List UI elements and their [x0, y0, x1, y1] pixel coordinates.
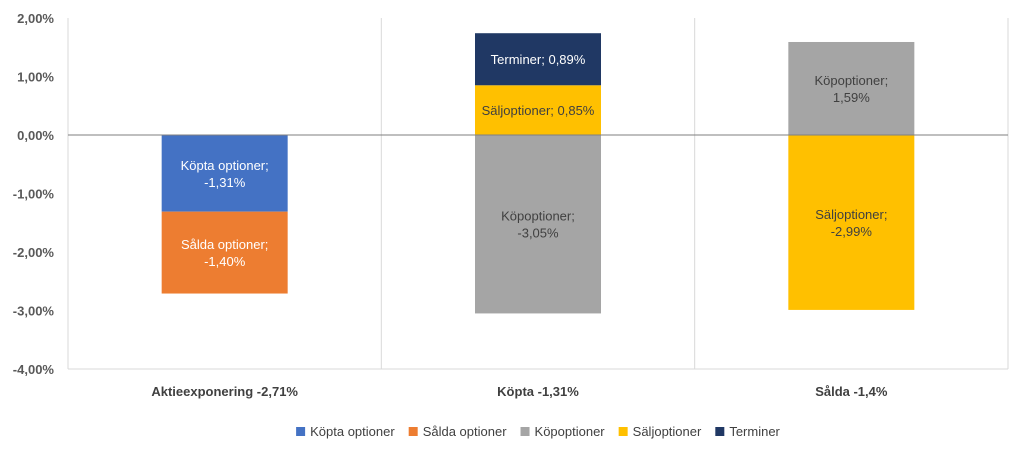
legend-label: Köpta optioner [310, 424, 395, 439]
bar-segment [475, 33, 601, 86]
legend-swatch [715, 427, 725, 436]
legend-label: Terminer [729, 424, 780, 439]
data-label: Sålda optioner; -1,40% [181, 237, 268, 269]
segment-labels: Köpta optioner; -1,31% Sålda optioner; -1,4… [181, 52, 889, 269]
legend-swatch [618, 427, 628, 436]
legend-swatch [408, 427, 418, 436]
y-axis-ticks: -4,00% -3,00% -2,00% -1,00% 0,00% 1,00% 2,00% [13, 11, 55, 377]
y-tick-label: -3,00% [13, 304, 55, 319]
data-label: Köpta optioner; -1,31% [181, 158, 269, 190]
bar-segment [161, 135, 288, 212]
y-tick-label: -2,00% [13, 245, 55, 260]
data-label: Terminer; 0,89% [491, 52, 586, 67]
bar-segment [475, 85, 601, 135]
legend-label: Sålda optioner [423, 424, 508, 439]
bars [161, 33, 915, 314]
x-category-label: Aktieexponering -2,71% [151, 384, 298, 399]
bar-segment [788, 41, 915, 135]
legend: Köpta optioner Sålda optioner Köpoptioner S… [296, 424, 781, 439]
y-tick-label: 0,00% [17, 128, 54, 143]
x-axis-categories: Aktieexponering -2,71% Köpta -1,31% Sålda … [151, 384, 888, 399]
y-tick-label: 1,00% [17, 70, 54, 85]
legend-label: Säljoptioner [633, 424, 702, 439]
legend-swatch [296, 427, 306, 436]
data-label: Köpoptioner; 1,59% [814, 73, 888, 105]
legend-swatch [520, 427, 530, 436]
x-category-label: Sålda -1,4% [815, 384, 888, 399]
data-label: Säljoptioner; 0,85% [482, 103, 595, 118]
legend-label: Köpoptioner [535, 424, 606, 439]
gridlines [67, 18, 1009, 370]
data-label: Säljoptioner; -2,99% [815, 207, 887, 239]
bar-segment [475, 135, 601, 314]
y-tick-label: -4,00% [13, 362, 55, 377]
y-tick-label: -1,00% [13, 187, 55, 202]
data-label: Köpoptioner; -3,05% [501, 209, 575, 241]
bar-segment [788, 135, 915, 310]
bar-segment [161, 211, 288, 294]
y-tick-label: 2,00% [17, 11, 54, 26]
x-category-label: Köpta -1,31% [497, 384, 579, 399]
